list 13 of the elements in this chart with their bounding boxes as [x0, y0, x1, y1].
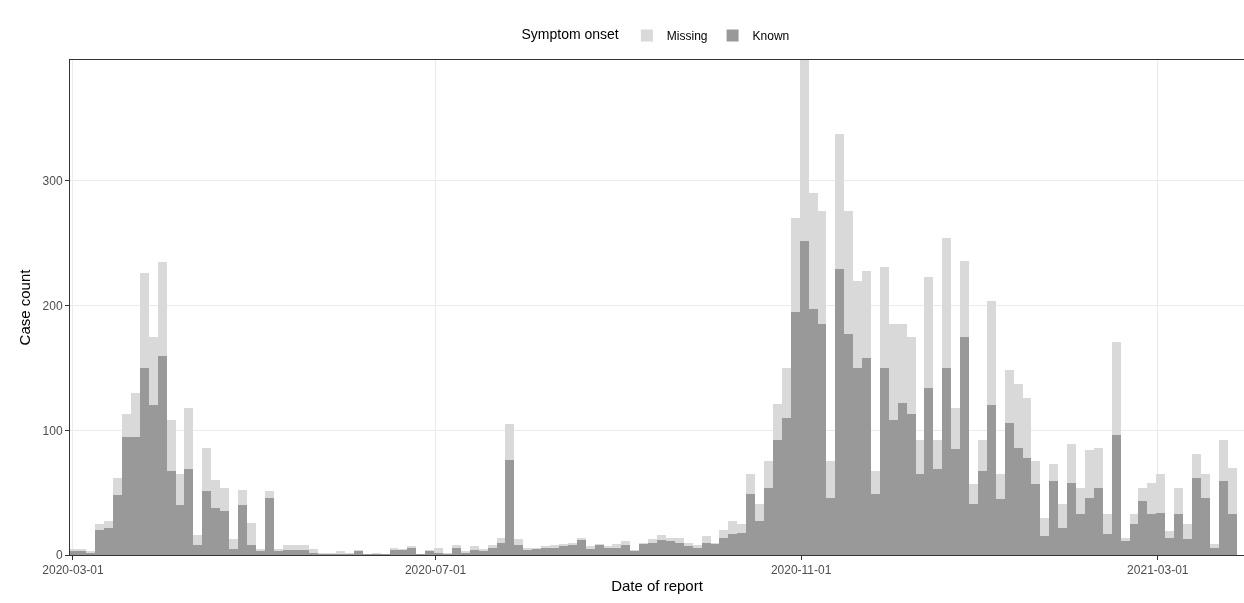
- x-tick-label: 2021-03-01: [1127, 563, 1189, 578]
- y-tick-label: 200: [42, 298, 63, 313]
- y-tick-label: 300: [42, 174, 63, 189]
- legend-label: Missing: [666, 29, 708, 44]
- y-tick-label: 100: [42, 423, 63, 438]
- x-tick-label: 2020-07-01: [404, 563, 467, 578]
- legend-title: Symptom onset: [521, 26, 619, 43]
- x-tick-label: 2020-03-01: [42, 563, 104, 578]
- x-axis-title: Date of report: [611, 577, 704, 595]
- legend-label: Known: [752, 29, 790, 44]
- x-tick-label: 2020-11-01: [770, 563, 832, 578]
- y-tick-label: 0: [55, 548, 63, 563]
- y-axis-title: Case count: [16, 268, 33, 346]
